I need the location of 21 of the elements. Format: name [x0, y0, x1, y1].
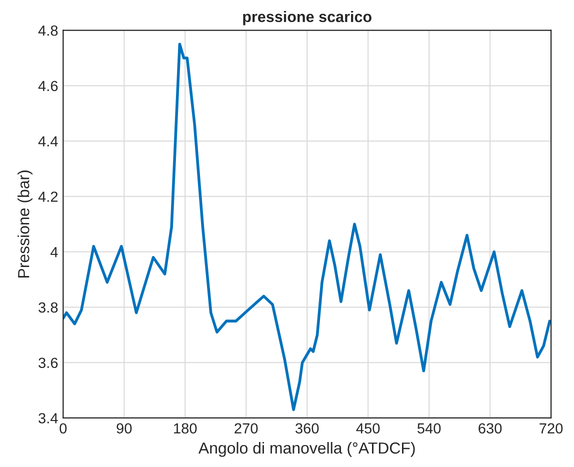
x-tick-label: 450 — [356, 423, 380, 434]
y-tick-label: 4.4 — [38, 136, 58, 146]
y-tick-label: 3.6 — [38, 358, 58, 368]
x-axis-title: Angolo di manovella (°ATDCF) — [198, 442, 415, 457]
x-tick-label: 630 — [478, 423, 502, 434]
x-tick-label: 720 — [540, 423, 563, 434]
y-tick-label: 4.8 — [38, 25, 58, 36]
y-axis-title: Pressione (bar) — [18, 170, 32, 278]
chart-title: pressione scarico — [243, 10, 372, 26]
x-tick-label: 90 — [116, 423, 132, 434]
y-tick-label: 4 — [50, 247, 58, 258]
x-tick-label: 180 — [174, 423, 197, 434]
y-tick-label: 3.4 — [38, 413, 58, 424]
line-series — [63, 42, 552, 412]
y-tick-label: 4.2 — [38, 192, 58, 202]
y-tick-label: 4.6 — [38, 80, 58, 92]
x-tick-label: 540 — [417, 423, 441, 434]
x-tick-label: 360 — [295, 423, 319, 434]
x-tick-label: 0 — [60, 423, 67, 434]
y-tick-label: 3.8 — [38, 302, 58, 313]
x-tick-label: 270 — [234, 423, 258, 434]
